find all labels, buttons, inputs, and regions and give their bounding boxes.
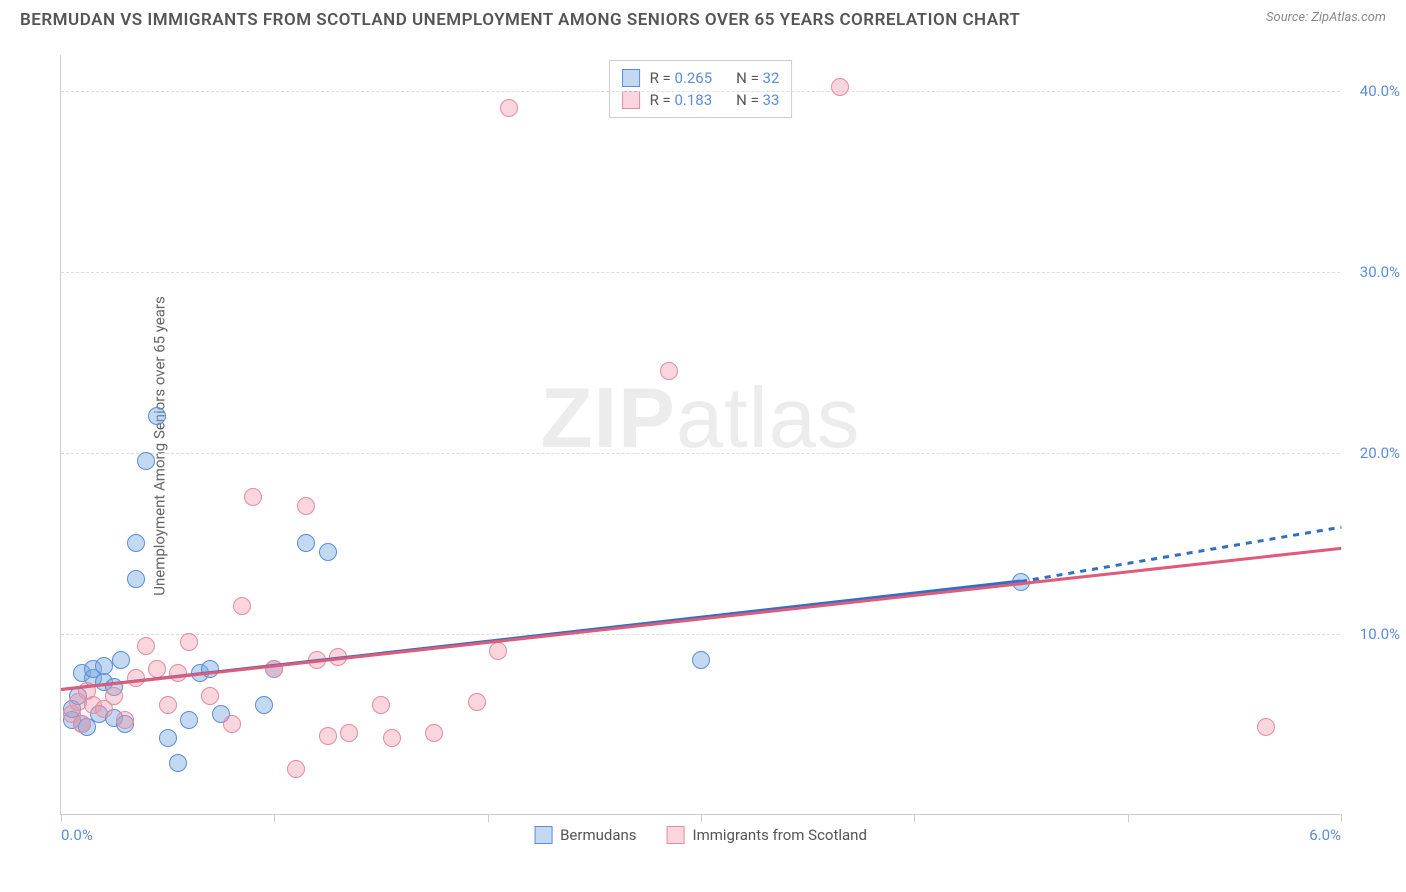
- legend-swatch: [534, 826, 552, 844]
- x-tick: [914, 814, 915, 822]
- grid-line: [61, 634, 1340, 635]
- legend-swatch: [622, 91, 640, 109]
- data-point: [297, 497, 315, 515]
- scatter-plot: ZIPatlas R = 0.265N = 32R = 0.183N = 33 …: [60, 55, 1340, 815]
- data-point: [116, 711, 134, 729]
- legend-label: Bermudans: [560, 826, 636, 844]
- x-tick: [61, 814, 62, 822]
- data-point: [319, 727, 337, 745]
- data-point: [831, 78, 849, 96]
- x-tick: [274, 814, 275, 822]
- data-point: [180, 711, 198, 729]
- title-bar: BERMUDAN VS IMMIGRANTS FROM SCOTLAND UNE…: [0, 0, 1406, 30]
- data-point: [297, 534, 315, 552]
- legend-label: Immigrants from Scotland: [693, 826, 867, 844]
- data-point: [159, 729, 177, 747]
- x-tick: [488, 814, 489, 822]
- x-tick: [701, 814, 702, 822]
- r-stat: R = 0.265: [650, 69, 713, 87]
- data-point: [127, 570, 145, 588]
- chart-area: ZIPatlas R = 0.265N = 32R = 0.183N = 33 …: [60, 55, 1380, 835]
- data-point: [169, 754, 187, 772]
- y-tick-label: 10.0%: [1360, 625, 1400, 643]
- data-point: [372, 696, 390, 714]
- legend-swatch: [667, 826, 685, 844]
- data-point: [692, 651, 710, 669]
- data-point: [468, 693, 486, 711]
- data-point: [660, 362, 678, 380]
- grid-line: [61, 272, 1340, 273]
- data-point: [383, 729, 401, 747]
- data-point: [287, 760, 305, 778]
- data-point: [255, 696, 273, 714]
- data-point: [489, 642, 507, 660]
- x-tick: [1341, 814, 1342, 822]
- legend-item: Bermudans: [534, 826, 636, 844]
- data-point: [319, 543, 337, 561]
- data-point: [180, 633, 198, 651]
- y-tick-label: 40.0%: [1360, 82, 1400, 100]
- data-point: [148, 407, 166, 425]
- x-tick: [1128, 814, 1129, 822]
- r-stat: R = 0.183: [650, 91, 713, 109]
- data-point: [137, 637, 155, 655]
- legend-row: R = 0.265 N = 32: [622, 67, 780, 89]
- data-point: [233, 597, 251, 615]
- source-label: Source: ZipAtlas.com: [1266, 10, 1386, 25]
- chart-title: BERMUDAN VS IMMIGRANTS FROM SCOTLAND UNE…: [20, 10, 1020, 30]
- n-stat: N = 32: [736, 69, 779, 87]
- y-tick-label: 20.0%: [1360, 444, 1400, 462]
- data-point: [201, 687, 219, 705]
- data-point: [425, 724, 443, 742]
- data-point: [1257, 718, 1275, 736]
- legend-row: R = 0.183 N = 33: [622, 89, 780, 111]
- data-point: [159, 696, 177, 714]
- data-point: [127, 534, 145, 552]
- data-point: [223, 715, 241, 733]
- data-point: [112, 651, 130, 669]
- data-point: [105, 687, 123, 705]
- series-legend: Bermudans Immigrants from Scotland: [534, 826, 867, 844]
- data-point: [73, 715, 91, 733]
- correlation-legend: R = 0.265 N = 32 R = 0.183 N = 33: [609, 60, 793, 118]
- n-stat: N = 33: [736, 91, 779, 109]
- data-point: [340, 724, 358, 742]
- data-point: [244, 488, 262, 506]
- data-point: [169, 664, 187, 682]
- x-tick-label: 0.0%: [61, 826, 93, 844]
- legend-item: Immigrants from Scotland: [667, 826, 867, 844]
- data-point: [137, 452, 155, 470]
- data-point: [500, 99, 518, 117]
- trend-line: [61, 547, 1341, 691]
- legend-swatch: [622, 69, 640, 87]
- y-tick-label: 30.0%: [1360, 263, 1400, 281]
- data-point: [201, 660, 219, 678]
- grid-line: [61, 453, 1340, 454]
- x-tick-label: 6.0%: [1309, 826, 1341, 844]
- grid-line: [61, 91, 1340, 92]
